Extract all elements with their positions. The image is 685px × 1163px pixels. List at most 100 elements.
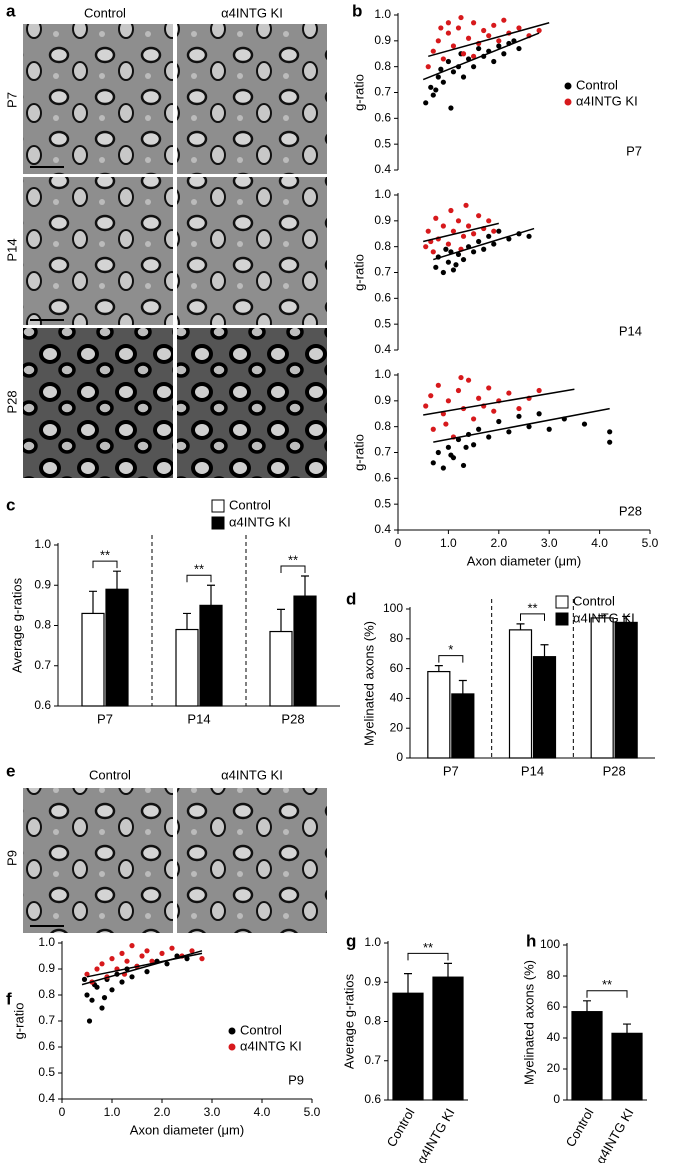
y-tick-label: 0.7	[34, 658, 51, 672]
y-tick-label: 0.8	[364, 1014, 381, 1028]
significance-bracket	[586, 990, 628, 998]
fit-line	[86, 952, 203, 978]
data-point	[109, 956, 115, 962]
data-point	[119, 950, 125, 957]
data-point	[471, 231, 477, 237]
data-point	[445, 444, 451, 450]
data-point	[430, 249, 436, 255]
micrograph	[177, 328, 327, 478]
data-point	[455, 387, 462, 394]
micrograph	[23, 24, 173, 174]
y-tick-label: 1.0	[374, 367, 391, 381]
data-point	[423, 100, 429, 106]
data-point	[435, 74, 441, 80]
y-tick-label: 60	[547, 999, 561, 1013]
y-axis-label: g-ratio	[11, 1003, 26, 1040]
bar	[269, 630, 293, 707]
y-tick-label: 0.6	[364, 1092, 381, 1106]
data-point	[501, 51, 507, 57]
data-point	[460, 51, 467, 57]
fit-line	[433, 407, 610, 443]
y-axis-label: Myelinated axons (%)	[361, 621, 376, 746]
data-point	[84, 971, 90, 977]
significance-label: **	[527, 600, 537, 615]
x-tick-label: 4.0	[254, 1105, 271, 1119]
data-point	[84, 992, 90, 998]
data-point	[89, 997, 95, 1003]
bar	[392, 992, 424, 1101]
data-point	[119, 979, 125, 985]
micrograph	[177, 24, 327, 174]
error-bar	[540, 644, 549, 657]
data-point	[149, 958, 155, 964]
y-tick-label: 0	[553, 1092, 560, 1106]
y-tick-label: 0.8	[38, 987, 55, 1001]
error-bar	[89, 590, 97, 614]
data-point	[450, 228, 457, 234]
data-point	[581, 421, 588, 427]
data-point	[445, 30, 451, 36]
y-tick-label: 0.4	[374, 162, 391, 176]
column-label: α4INTG KI	[221, 5, 283, 20]
row-label: P7	[4, 92, 19, 108]
data-point	[496, 43, 502, 49]
y-axis-label: g-ratio	[351, 434, 366, 471]
legend-marker	[228, 1043, 236, 1051]
y-tick-label: 1.0	[374, 7, 391, 21]
data-point	[440, 79, 446, 85]
x-tick-label: P14	[521, 763, 544, 778]
bar	[432, 976, 464, 1101]
data-point	[443, 246, 449, 252]
legend-label: α4INTG KI	[240, 1038, 302, 1053]
micrograph	[177, 788, 327, 933]
y-tick-label: 20	[390, 720, 404, 734]
data-point	[463, 202, 469, 208]
data-point	[450, 43, 457, 49]
data-point	[486, 385, 492, 391]
y-tick-label: 0.7	[38, 1013, 55, 1027]
y-tick-label: 0.6	[38, 1039, 55, 1053]
data-point	[455, 251, 462, 258]
y-tick-label: 0.9	[374, 33, 391, 47]
data-point	[433, 215, 439, 221]
x-tick-label: 1.0	[440, 536, 457, 550]
legend-swatch	[211, 499, 225, 513]
data-point	[476, 238, 482, 245]
data-point	[460, 74, 467, 80]
y-tick-label: 0.8	[374, 239, 391, 253]
data-point	[607, 439, 613, 445]
y-axis-label: Average g-ratios	[341, 973, 356, 1069]
significance-bracket	[407, 952, 449, 961]
data-point	[486, 434, 492, 440]
y-tick-label: 0.6	[34, 698, 51, 712]
x-tick-label: 2.0	[490, 536, 507, 550]
data-point	[448, 105, 454, 111]
fit-line	[433, 227, 535, 261]
y-tick-label: 80	[390, 631, 404, 645]
data-point	[476, 426, 482, 432]
legend-swatch	[555, 612, 569, 626]
panel-label: c	[6, 495, 15, 514]
data-point	[516, 413, 522, 419]
y-tick-label: 0.7	[374, 85, 391, 99]
data-point	[455, 25, 462, 31]
data-point	[607, 429, 613, 435]
significance-label: *	[448, 642, 453, 657]
y-tick-label: 0.5	[374, 136, 391, 150]
y-tick-label: 0.8	[34, 618, 51, 632]
bar	[571, 1011, 603, 1101]
bar	[532, 656, 557, 759]
y-tick-label: 0.5	[374, 496, 391, 510]
error-bar	[583, 1000, 591, 1012]
y-tick-label: 40	[390, 691, 404, 705]
y-tick-label: 0.9	[38, 961, 55, 975]
legend-label: α4INTG KI	[573, 610, 635, 625]
data-point	[506, 429, 512, 435]
y-tick-label: 20	[547, 1061, 561, 1075]
data-point	[516, 45, 522, 52]
column-label: Control	[84, 5, 126, 20]
x-tick-label: 0	[59, 1105, 66, 1119]
micrograph	[23, 788, 173, 933]
error-bar	[404, 973, 412, 994]
